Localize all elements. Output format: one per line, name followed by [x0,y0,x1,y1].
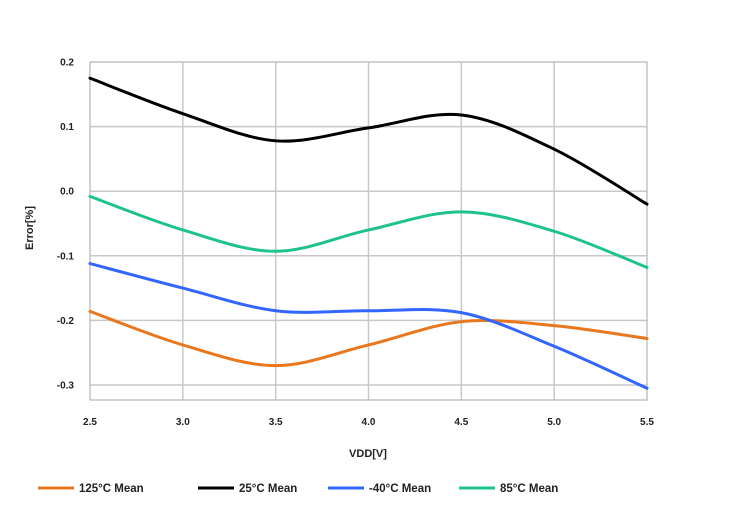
x-tick-label: 4.0 [362,417,376,428]
x-tick-label: 2.5 [83,417,97,428]
x-axis-title: VDD[V] [349,448,387,460]
x-tick-label: 3.5 [269,417,283,428]
y-tick-label: 0.0 [60,187,74,198]
legend-label: 85°C Mean [500,483,558,495]
series-group [88,76,649,390]
legend-item: 125°C Mean [38,483,144,495]
y-tick-label: 0.1 [60,122,74,133]
y-tick-label: -0.2 [57,316,75,327]
x-tick-label: 5.5 [640,417,654,428]
legend-item: 25°C Mean [198,483,297,495]
legend: 125°C Mean 25°C Mean -40°C Mean 85°C Mean [38,483,558,495]
legend-label: 125°C Mean [79,483,144,495]
y-axis-title: Error[%] [24,206,36,250]
series-line [88,262,649,390]
series-line [88,309,649,368]
x-tick-label: 4.5 [454,417,468,428]
y-tick-label: -0.1 [57,251,75,262]
series-line [88,194,649,269]
y-tick-label: 0.2 [60,58,74,69]
tick-labels: 2.5 3.0 3.5 4.0 4.5 5.0 5.5 0.2 0.1 0.0 -0.1 -0.2 -0… [57,58,655,429]
series-line [88,76,649,206]
legend-item: -40°C Mean [328,483,431,495]
x-tick-label: 3.0 [176,417,190,428]
legend-label: 25°C Mean [239,483,297,495]
plot-area-border [89,61,648,401]
legend-item: 85°C Mean [459,483,558,495]
x-tick-label: 5.0 [547,417,561,428]
legend-label: -40°C Mean [369,483,431,495]
y-tick-label: -0.3 [57,381,75,392]
